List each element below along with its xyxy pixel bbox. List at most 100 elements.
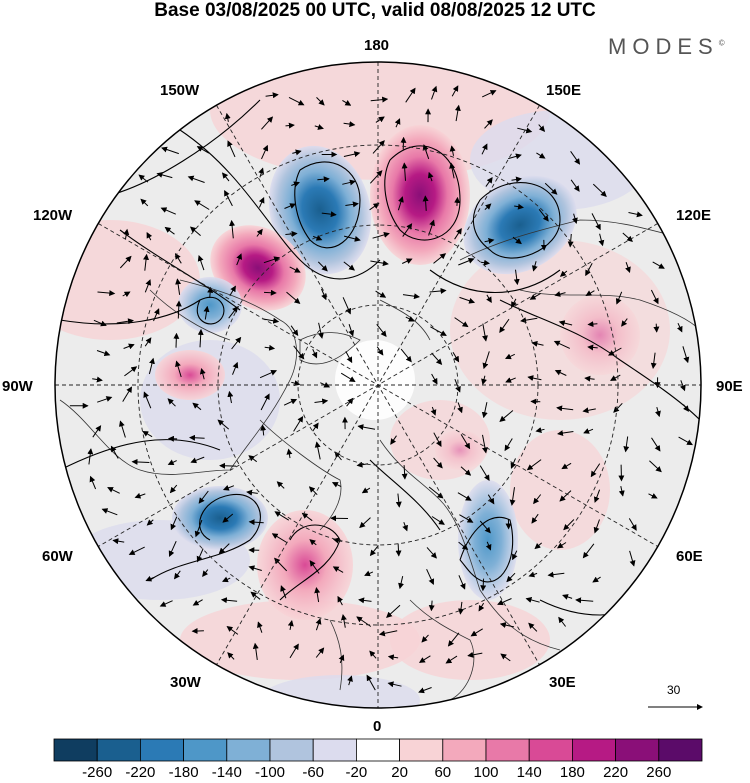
- wind-arrow: [628, 518, 637, 531]
- wind-arrow: [512, 236, 522, 245]
- wind-arrow: [505, 377, 516, 383]
- wind-arrow: [593, 519, 600, 534]
- wind-arrow: [587, 344, 598, 351]
- wind-arrow: [481, 90, 497, 98]
- wind-arrow: [531, 513, 539, 524]
- wind-arrow: [189, 434, 205, 441]
- wind-arrow: [347, 675, 353, 686]
- wind-arrow: [608, 347, 622, 356]
- wind-arrow: [655, 406, 661, 418]
- wind-arrow: [504, 353, 516, 360]
- wind-arrow: [357, 424, 376, 431]
- negative-anomaly-sw: [172, 486, 268, 550]
- wind-arrow: [288, 96, 305, 106]
- wind-arrow: [170, 516, 178, 531]
- wind-arrow: [93, 319, 107, 327]
- colorbar: [53, 738, 703, 762]
- wind-arrow: [428, 600, 435, 612]
- wind-arrow: [289, 643, 299, 659]
- wind-arrow: [261, 116, 274, 130]
- wind-arrow: [161, 146, 179, 155]
- wind-arrow: [248, 519, 264, 526]
- wind-arrow: [369, 202, 380, 211]
- wind-arrow: [497, 598, 512, 606]
- wind-arrow: [263, 289, 277, 296]
- wind-arrow: [321, 211, 337, 218]
- wind-arrow: [528, 622, 538, 632]
- colorbar-swatch: [96, 738, 141, 762]
- colorbar-swatch: [183, 738, 228, 762]
- graticule: [55, 62, 701, 708]
- wind-arrow: [340, 372, 356, 383]
- longitude-label-120e: 120E: [676, 207, 712, 224]
- wind-arrow: [457, 492, 472, 501]
- wind-arrow: [332, 537, 343, 544]
- wind-arrow: [338, 654, 345, 664]
- wind-arrow: [248, 455, 258, 463]
- wind-arrow: [422, 144, 430, 160]
- wind-arrow: [562, 594, 573, 600]
- wind-arrow: [467, 651, 483, 658]
- wind-arrow: [227, 140, 236, 158]
- wind-arrow: [258, 167, 265, 178]
- wind-arrow: [340, 614, 347, 628]
- colorbar-swatch: [615, 738, 660, 762]
- wind-arrow: [227, 652, 235, 660]
- longitude-label-60e: 60E: [676, 548, 703, 565]
- wind-arrow: [89, 475, 97, 490]
- wind-arrow: [285, 122, 295, 129]
- wind-arrow: [123, 343, 135, 350]
- wind-arrow: [652, 261, 665, 269]
- wind-arrow: [317, 176, 330, 183]
- colorbar-label: 220: [603, 764, 629, 781]
- wind-arrow: [426, 568, 435, 586]
- wind-arrow: [451, 85, 459, 97]
- wind-arrow: [343, 151, 361, 158]
- longitude-label-90e: 90E: [716, 378, 743, 395]
- wind-arrow: [482, 434, 488, 454]
- longitude-label-30e: 30E: [549, 674, 576, 691]
- wind-arrow: [544, 182, 558, 195]
- wind-arrow: [291, 181, 300, 188]
- wind-arrow: [96, 350, 111, 357]
- longitude-label-90w: 90W: [2, 378, 33, 395]
- wind-arrow: [337, 595, 343, 606]
- wind-arrow: [122, 386, 133, 402]
- wind-arrow: [280, 585, 287, 599]
- wind-arrow: [224, 190, 233, 207]
- colorbar-label: 20: [391, 764, 408, 781]
- wind-arrow: [138, 174, 149, 183]
- wind-arrow: [593, 489, 601, 503]
- wind-arrow: [144, 337, 152, 347]
- wind-arrow: [343, 261, 355, 271]
- wind-arrow: [517, 127, 533, 134]
- wind-arrow: [174, 570, 181, 580]
- colorbar-label: -260: [82, 764, 113, 781]
- wind-arrow: [143, 391, 152, 409]
- wind-arrow: [292, 149, 302, 156]
- wind-arrow: [535, 427, 545, 433]
- wind-arrow: [514, 203, 524, 210]
- wind-arrow: [400, 348, 412, 363]
- wind-arrow: [459, 514, 474, 523]
- colorbar-label: -140: [211, 764, 242, 781]
- wind-arrow: [390, 435, 397, 445]
- wind-arrow: [168, 540, 177, 558]
- wind-arrow: [533, 494, 542, 505]
- wind-arrow: [629, 550, 636, 567]
- modes-logo: MODES©: [608, 34, 725, 59]
- wind-arrow: [107, 487, 120, 494]
- wind-arrow: [369, 650, 377, 659]
- wind-arrow: [197, 328, 204, 348]
- wind-arrow: [222, 484, 235, 491]
- wind-arrow: [618, 485, 625, 497]
- colorbar-swatch: [442, 738, 487, 762]
- wind-arrow: [485, 541, 492, 551]
- wind-arrow: [309, 560, 320, 574]
- wind-arrow: [229, 219, 236, 239]
- wind-arrow: [582, 407, 596, 414]
- wind-arrow: [376, 346, 384, 356]
- wind-arrow: [110, 445, 119, 459]
- wind-arrow: [526, 459, 542, 471]
- wind-arrow: [556, 542, 567, 549]
